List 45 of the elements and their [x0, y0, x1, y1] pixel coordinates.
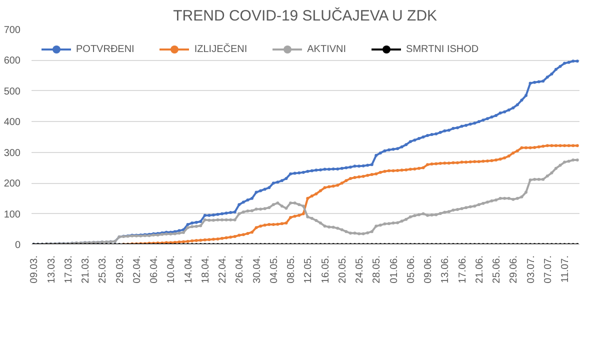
y-tick-label: 300 — [4, 148, 21, 159]
x-tick-label: 21.03. — [80, 255, 92, 284]
x-tick-label: 05.06. — [406, 255, 417, 284]
x-tick-label: 30.04. — [252, 255, 263, 284]
x-tick-label: 28.05. — [372, 255, 383, 284]
y-tick-label: 400 — [4, 117, 21, 128]
x-tick-label: 14.04. — [183, 255, 194, 284]
x-tick-label: 13.03. — [46, 255, 58, 284]
legend-label: SMRTNI ISHOD — [406, 44, 479, 54]
x-tick-label: 08.05. — [286, 255, 298, 284]
x-tick-label: 04.05. — [268, 255, 280, 284]
x-tick-label: 09.06. — [423, 255, 434, 284]
y-tick-label: 200 — [4, 178, 21, 190]
x-tick-label: 02.04. — [132, 255, 143, 284]
y-tick-label: 600 — [4, 56, 21, 67]
x-tick-label: 17.03. — [63, 255, 74, 284]
x-tick-label: 25.06. — [492, 255, 503, 284]
x-tick-label: 20.05. — [337, 255, 348, 284]
x-tick-label: 26.04. — [234, 255, 246, 284]
y-tick-label: 100 — [4, 209, 21, 220]
x-tick-label: 16.05. — [320, 255, 332, 284]
x-tick-label: 21.06. — [474, 255, 486, 284]
x-tick-label: 13.06. — [440, 255, 452, 284]
y-tick-label: 0 — [14, 240, 21, 251]
x-tick-label: 07.07. — [542, 255, 554, 284]
x-tick-label: 09.03. — [29, 255, 40, 284]
x-tick-label: 29.03. — [114, 255, 126, 284]
x-tick-label: 18.04. — [200, 255, 212, 284]
x-tick-label: 25.03. — [98, 255, 109, 284]
x-tick-label: 17.06. — [457, 255, 468, 284]
legend-label: IZLIJEČENI — [194, 44, 248, 54]
x-tick-label: 12.05. — [303, 255, 314, 284]
legend-label: POTVRĐENI — [76, 44, 134, 54]
x-tick-label: 22.04. — [218, 255, 229, 284]
x-tick-label: 24.05. — [354, 255, 366, 284]
x-tick-label: 11.07. — [560, 256, 572, 283]
legend-label: AKTIVNI — [307, 44, 346, 54]
x-tick-label: 01.06. — [388, 255, 400, 284]
x-tick-label: 03.07. — [526, 255, 537, 284]
y-tick-label: 500 — [4, 86, 21, 98]
x-tick-label: 06.04. — [149, 255, 160, 284]
x-tick-label: 10.04. — [166, 255, 178, 284]
x-tick-label: 29.06. — [508, 255, 520, 284]
y-tick-label: 700 — [4, 25, 21, 36]
chart-title: TREND COVID-19 SLUČAJEVA U ZDK — [173, 6, 438, 24]
